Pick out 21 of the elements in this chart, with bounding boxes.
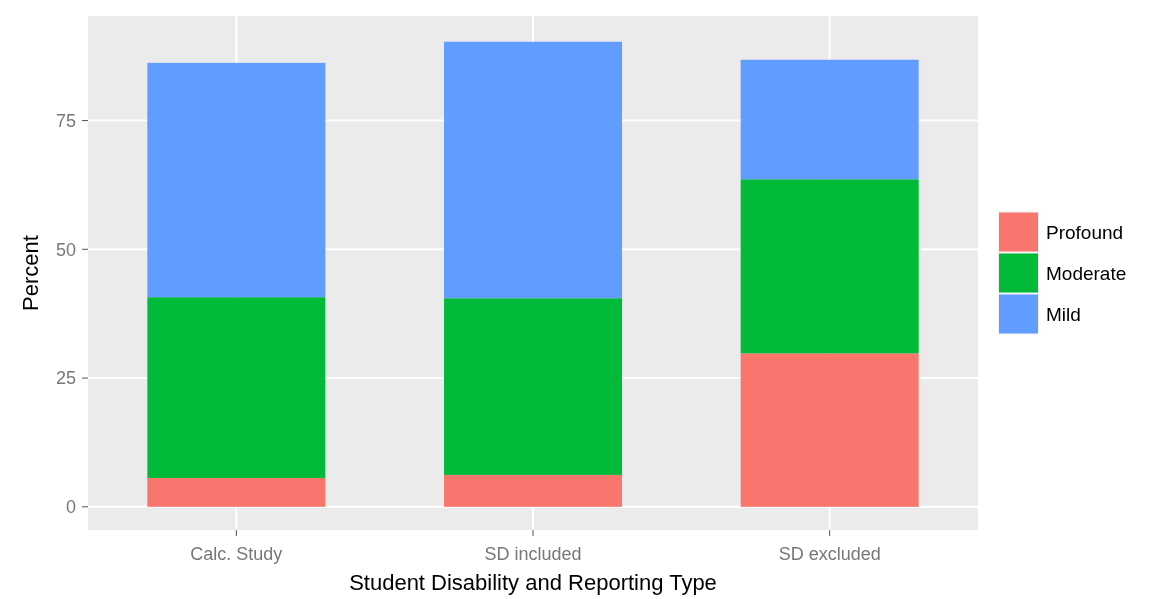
bar bbox=[740, 59, 919, 180]
x-tick-label: Calc. Study bbox=[190, 544, 283, 564]
bar bbox=[444, 474, 622, 507]
x-tick-label: SD included bbox=[484, 544, 582, 564]
legend-label: Moderate bbox=[1046, 263, 1127, 285]
y-tick-label: 0 bbox=[65, 497, 76, 518]
x-tick-label: SD excluded bbox=[778, 544, 881, 564]
y-tick-label: 25 bbox=[55, 368, 76, 389]
bar bbox=[444, 41, 622, 299]
y-axis-title: Percent bbox=[18, 235, 43, 311]
bar bbox=[444, 298, 622, 475]
bar bbox=[147, 297, 326, 478]
bar bbox=[740, 353, 919, 507]
legend-label: Profound bbox=[1046, 222, 1124, 244]
bar bbox=[740, 179, 919, 354]
bar bbox=[147, 477, 326, 507]
y-tick-label: 50 bbox=[55, 239, 76, 260]
legend-label: Mild bbox=[1046, 304, 1081, 326]
y-tick-label: 75 bbox=[55, 110, 76, 131]
bar bbox=[147, 62, 326, 298]
x-axis-title: Student Disability and Reporting Type bbox=[349, 570, 717, 595]
